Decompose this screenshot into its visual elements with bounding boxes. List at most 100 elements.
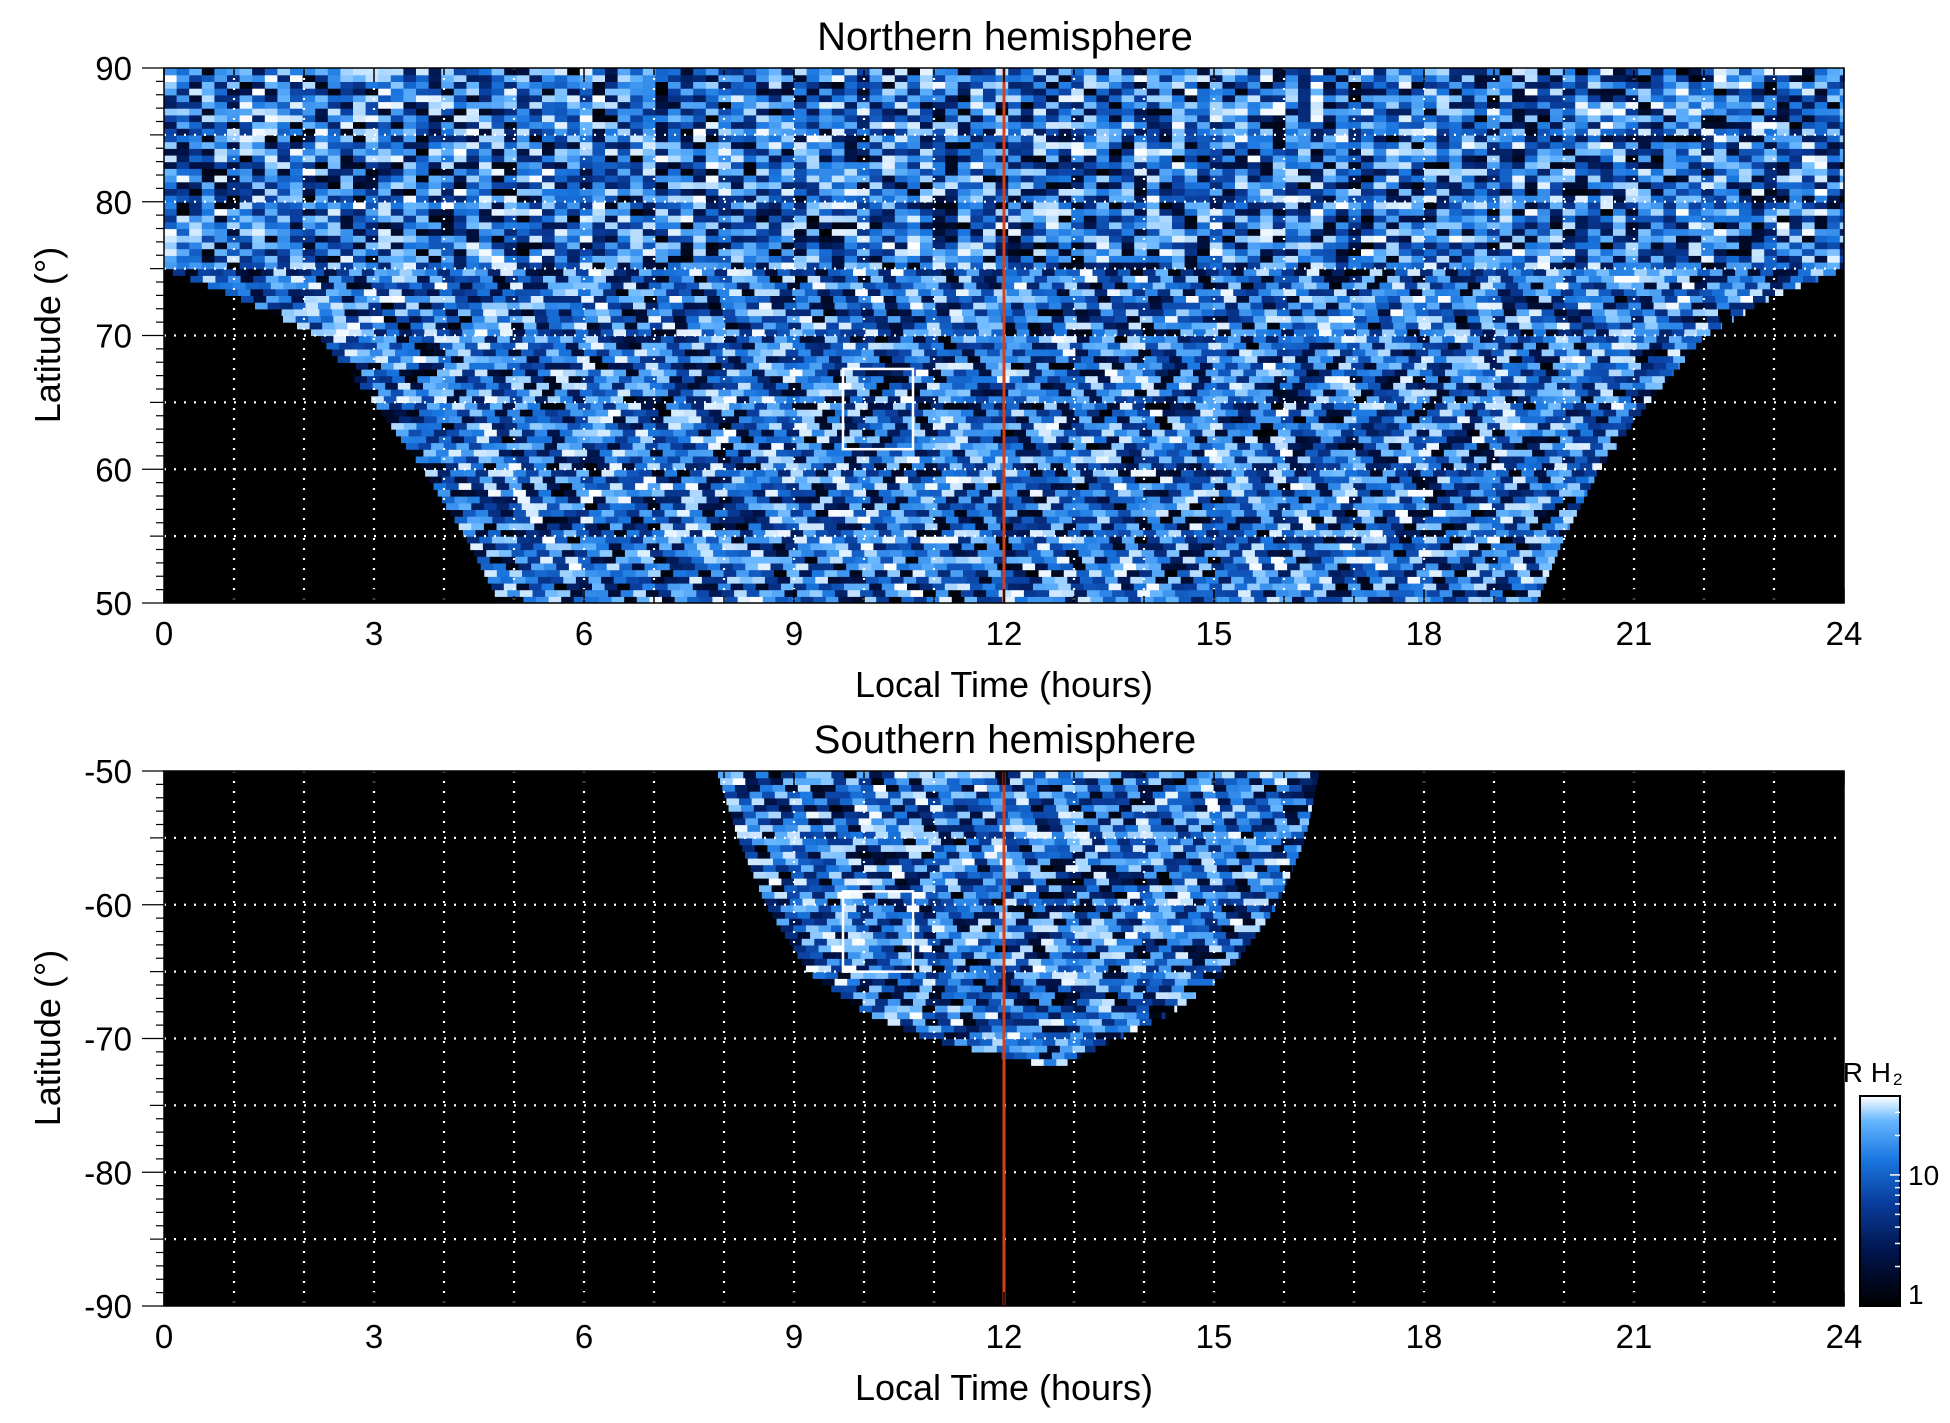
emission-cell <box>1167 328 1181 337</box>
emission-cell <box>378 389 392 397</box>
emission-cell <box>941 368 955 377</box>
emission-cell <box>1055 469 1069 477</box>
emission-cell <box>1310 582 1324 591</box>
emission-cell <box>1425 562 1439 571</box>
emission-cell <box>635 482 649 490</box>
emission-cell <box>436 449 450 457</box>
emission-cell <box>1076 569 1090 577</box>
emission-cell <box>1114 395 1128 403</box>
emission-cell <box>409 335 423 343</box>
emission-cell <box>849 522 863 531</box>
emission-cell <box>698 569 712 577</box>
emission-cell <box>1017 469 1031 477</box>
emission-cell <box>1433 469 1447 477</box>
emission-cell <box>472 335 486 343</box>
emission-cell <box>1325 442 1339 450</box>
emission-cell <box>1145 288 1159 296</box>
emission-cell <box>1365 308 1379 317</box>
emission-cell <box>1563 475 1577 484</box>
emission-cell <box>1039 282 1053 290</box>
emission-cell <box>815 509 829 517</box>
emission-cell <box>1103 596 1117 603</box>
emission-cell <box>1361 422 1375 430</box>
emission-cell <box>833 375 847 383</box>
emission-cell <box>250 288 264 296</box>
emission-cell <box>1274 295 1288 303</box>
emission-cell <box>1441 462 1455 470</box>
emission-cell <box>396 429 410 437</box>
emission-cell <box>1311 496 1325 504</box>
emission-cell <box>670 362 684 370</box>
emission-cell <box>976 335 990 343</box>
emission-cell <box>1496 469 1510 477</box>
emission-cell <box>950 569 964 577</box>
emission-cell <box>725 596 739 603</box>
emission-cell <box>1527 409 1542 417</box>
emission-cell <box>757 275 771 283</box>
emission-cell <box>1191 596 1205 603</box>
emission-cell <box>1152 569 1166 577</box>
emission-cell <box>970 536 984 544</box>
emission-cell <box>681 275 695 283</box>
emission-cell <box>1529 348 1543 357</box>
emission-cell <box>527 288 541 296</box>
emission-cell <box>1575 422 1589 430</box>
emission-cell <box>1578 409 1592 417</box>
emission-cell <box>661 282 675 290</box>
emission-cell <box>675 382 689 390</box>
emission-cell <box>823 462 837 470</box>
emission-cell <box>669 275 683 283</box>
emission-cell <box>1623 288 1637 296</box>
emission-cell <box>626 469 640 477</box>
emission-cell <box>1483 469 1497 477</box>
emission-cell <box>875 335 889 343</box>
emission-cell <box>1265 522 1279 531</box>
emission-cell <box>710 522 724 531</box>
emission-cell <box>445 462 459 470</box>
emission-cell <box>635 395 649 403</box>
emission-cell <box>565 402 579 410</box>
emission-cell <box>1037 308 1051 317</box>
emission-cell <box>1106 435 1120 444</box>
emission-cell <box>1559 509 1573 517</box>
emission-cell <box>488 509 502 517</box>
emission-cell <box>1517 335 1531 343</box>
emission-cell <box>825 282 839 290</box>
emission-cell <box>632 442 646 450</box>
emission-cell <box>1303 335 1317 343</box>
emission-cell <box>1026 429 1040 437</box>
emission-cell <box>1594 382 1608 390</box>
emission-cell <box>426 435 440 444</box>
emission-cell <box>291 295 305 303</box>
emission-cell <box>746 589 760 597</box>
emission-cell <box>1277 482 1291 490</box>
emission-cell <box>925 315 939 323</box>
emission-cell <box>651 509 666 517</box>
emission-cell <box>605 536 619 544</box>
emission-cell <box>1149 589 1164 597</box>
emission-cell <box>1220 288 1234 296</box>
emission-cell <box>357 348 371 357</box>
emission-cell <box>764 415 778 424</box>
emission-cell <box>1651 275 1665 283</box>
emission-cell <box>966 489 981 497</box>
emission-cell <box>784 302 798 310</box>
emission-cell <box>743 422 758 430</box>
emission-cell <box>505 562 520 571</box>
emission-cell <box>1606 315 1620 323</box>
emission-cell <box>623 315 637 323</box>
emission-cell <box>678 288 692 296</box>
emission-cell <box>1376 409 1390 417</box>
emission-cell <box>838 382 852 390</box>
emission-cell <box>1634 328 1648 337</box>
emission-cell <box>1318 415 1332 424</box>
emission-cell <box>830 342 844 350</box>
emission-cell <box>889 322 903 330</box>
emission-cell <box>291 275 305 283</box>
emission-cell <box>1332 509 1346 517</box>
emission-cell <box>1399 422 1413 430</box>
emission-cell <box>660 569 674 577</box>
emission-cell <box>1371 288 1385 296</box>
emission-cell <box>1121 582 1135 591</box>
emission-cell <box>1458 509 1472 517</box>
